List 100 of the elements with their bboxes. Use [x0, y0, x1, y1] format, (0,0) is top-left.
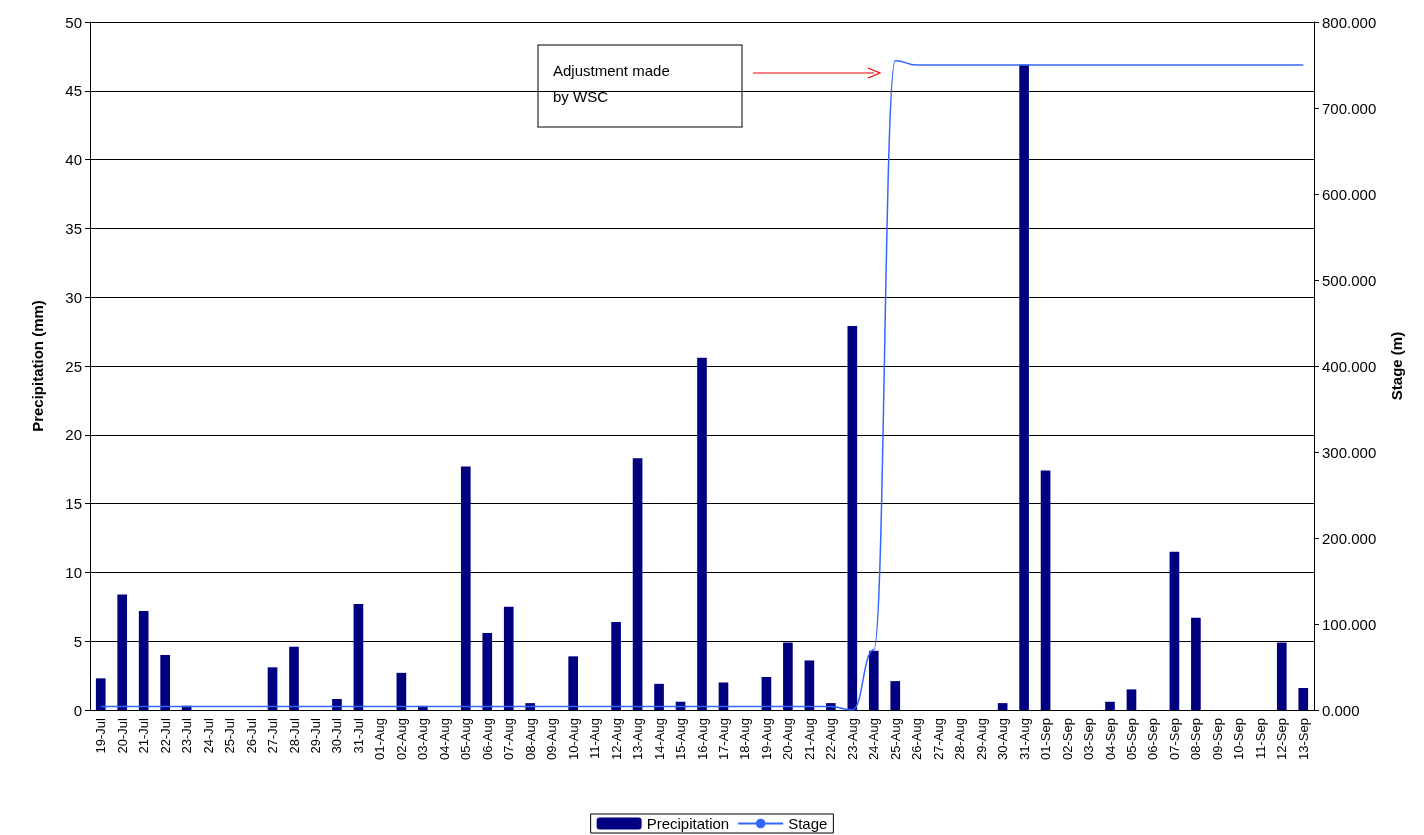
x-tick-label: 04-Sep [1102, 718, 1118, 760]
bar [138, 610, 149, 710]
x-tick-label: 01-Aug [372, 718, 388, 760]
bar [332, 698, 342, 710]
bar [718, 682, 729, 710]
x-tick-label: 05-Aug [458, 718, 474, 760]
line-series [99, 59, 1305, 711]
x-tick-label: 27-Jul [265, 717, 281, 754]
x-tick-label: 29-Aug [973, 718, 989, 760]
bar [847, 326, 858, 710]
x-tick-label: 02-Sep [1059, 718, 1075, 760]
x-tick-label: 12-Aug [608, 718, 624, 760]
bar [997, 703, 1008, 710]
annotation: Adjustment made by WSC [553, 61, 670, 105]
x-tick-label: 01-Sep [1038, 718, 1054, 760]
bar [289, 646, 299, 710]
y-tick-label: 0 [73, 701, 82, 719]
x-tick-label: 31-Aug [1016, 718, 1032, 760]
bar [1276, 642, 1287, 710]
x-tick-label: 10-Sep [1231, 718, 1247, 760]
x-tick-label: 11-Aug [587, 718, 603, 759]
x-tick-label: 21-Aug [801, 718, 817, 760]
bar [761, 676, 772, 710]
x-tick-label: 28-Aug [952, 718, 968, 760]
bar [1126, 689, 1137, 710]
bar [1105, 701, 1115, 710]
bar [460, 466, 471, 710]
bar [1040, 470, 1051, 710]
x-tick-label: 10-Aug [565, 718, 581, 760]
bar [267, 667, 278, 710]
x-tick-label: 16-Aug [694, 718, 710, 760]
x-tick-label: 09-Aug [544, 718, 560, 760]
x-tick-label: 22-Jul [157, 717, 173, 754]
x-tick-label: 06-Sep [1145, 718, 1161, 760]
x-tick-label: 19-Jul [93, 717, 109, 754]
x-tick-label: 17-Aug [715, 718, 731, 760]
x-tick-label: 30-Aug [995, 718, 1011, 760]
y2-tick-label: 100.000 [1322, 615, 1377, 633]
y2-tick-label: 400.000 [1322, 357, 1377, 375]
legend-label: Stage [788, 815, 828, 832]
bar [160, 654, 170, 710]
x-tick-label: 03-Aug [415, 718, 431, 760]
y2-tick-label: 200.000 [1322, 529, 1377, 547]
x-tick-label: 05-Sep [1123, 718, 1139, 760]
y-axis-title: Precipitation (mm) [29, 300, 46, 432]
y-tick-label: 20 [65, 426, 82, 444]
y2-tick-label: 600.000 [1322, 185, 1377, 203]
x-tick-label: 21-Jul [136, 717, 152, 754]
y-tick-label: 15 [65, 495, 82, 513]
bar [503, 606, 514, 710]
x-tick-label: 19-Aug [758, 718, 774, 760]
bar [1169, 551, 1180, 710]
y2-tick-label: 800.000 [1322, 13, 1377, 31]
y-tick-label: 10 [65, 563, 82, 581]
x-tick-label: 26-Jul [243, 717, 259, 754]
x-tick-label: 03-Sep [1081, 718, 1097, 760]
bar [804, 660, 815, 710]
bar [95, 678, 106, 710]
y-tick-label: 40 [65, 151, 82, 169]
y-tick-label: 50 [65, 13, 82, 31]
bar [697, 357, 707, 710]
bar [1191, 617, 1201, 710]
x-tick-label: 12-Sep [1274, 718, 1290, 760]
x-tick-label: 08-Aug [522, 718, 538, 760]
y-tick-label: 30 [65, 288, 82, 306]
x-tick-label: 28-Jul [286, 717, 302, 754]
x-tick-label: 06-Aug [479, 718, 495, 760]
y2-axis-title: Stage (m) [1388, 331, 1405, 401]
x-tick-label: 13-Sep [1295, 718, 1311, 760]
x-tick-label: 20-Jul [114, 717, 130, 754]
x-tick-label: 13-Aug [630, 718, 646, 760]
bar [353, 604, 364, 710]
x-tick-label: 11-Sep [1252, 718, 1268, 759]
x-tick-label: 26-Aug [909, 718, 925, 760]
x-tick-label: 24-Jul [200, 717, 216, 754]
x-tick-label: 23-Aug [844, 718, 860, 760]
bar [568, 656, 578, 710]
bar [1298, 687, 1309, 710]
x-tick-label: 15-Aug [673, 718, 689, 760]
bar [482, 632, 493, 710]
x-tick-label: 30-Jul [329, 717, 345, 754]
y2-tick-label: 700.000 [1322, 99, 1377, 117]
bar [783, 642, 793, 710]
y2-tick-label: 500.000 [1322, 271, 1377, 289]
bar [117, 594, 128, 710]
x-tick-label: 07-Aug [501, 718, 517, 760]
y2-tick-label: 300.000 [1322, 443, 1377, 461]
x-tick-label: 25-Aug [887, 718, 903, 760]
x-tick-label: 25-Jul [222, 717, 238, 754]
x-tick-label: 22-Aug [823, 718, 839, 760]
x-tick-label: 04-Aug [436, 718, 452, 760]
y-tick-label: 35 [65, 219, 82, 237]
y-tick-label: 25 [65, 357, 82, 375]
bar [632, 458, 643, 710]
x-tick-label: 27-Aug [930, 718, 946, 760]
legend-label: Precipitation [646, 815, 730, 832]
x-tick-label: 18-Aug [737, 718, 753, 760]
bar [654, 683, 664, 710]
bar [1019, 64, 1029, 710]
x-tick-label: 23-Jul [179, 717, 195, 754]
